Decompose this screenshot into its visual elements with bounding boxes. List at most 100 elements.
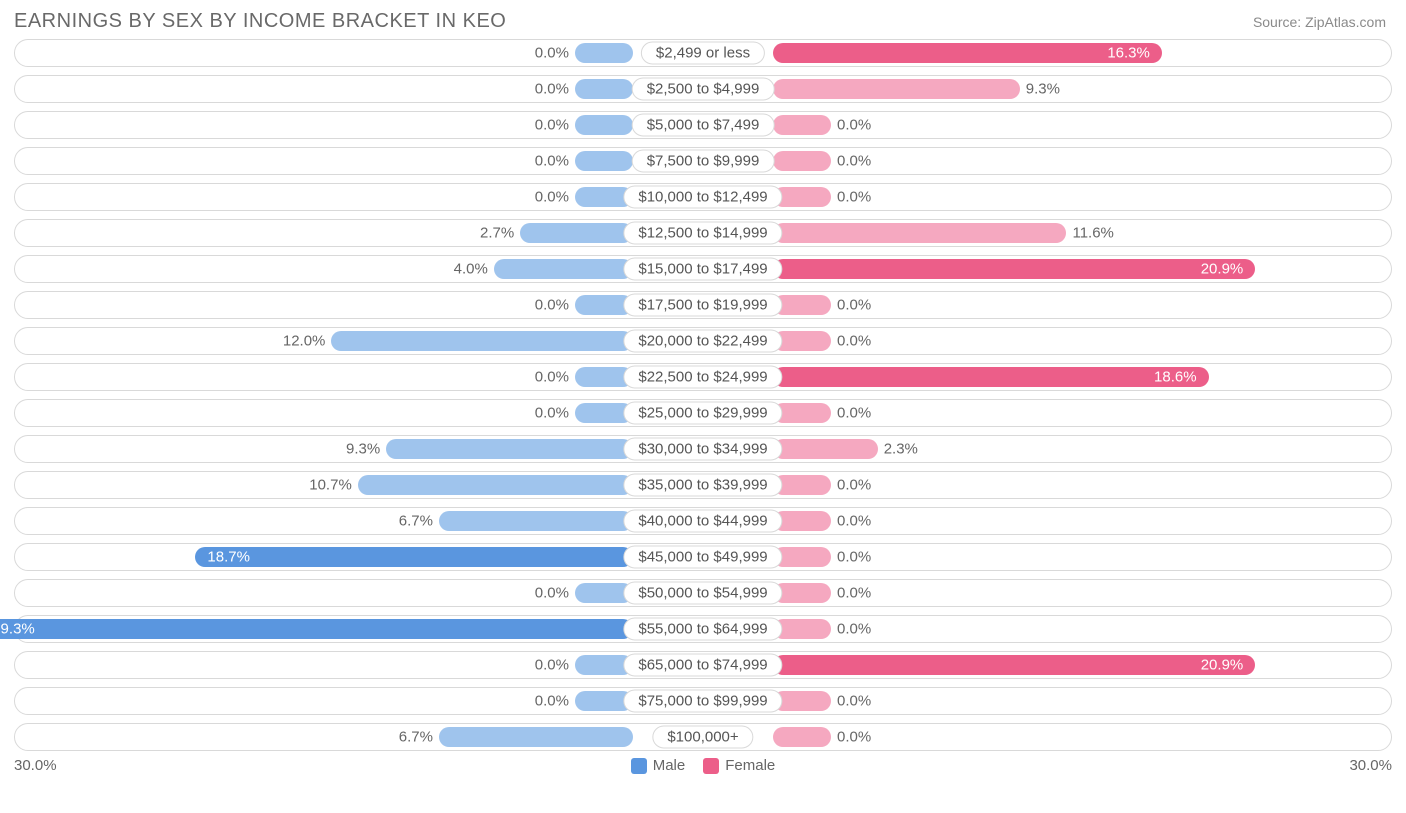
bracket-label: $12,500 to $14,999 bbox=[623, 222, 782, 245]
bracket-label: $65,000 to $74,999 bbox=[623, 654, 782, 677]
bracket-label: $50,000 to $54,999 bbox=[623, 582, 782, 605]
female-value: 0.0% bbox=[837, 513, 871, 530]
bracket-label: $22,500 to $24,999 bbox=[623, 366, 782, 389]
female-value: 0.0% bbox=[837, 117, 871, 134]
bracket-label: $15,000 to $17,499 bbox=[623, 258, 782, 281]
male-bar bbox=[0, 619, 633, 639]
male-bar bbox=[439, 511, 633, 531]
male-bar bbox=[520, 223, 633, 243]
male-value: 0.0% bbox=[535, 45, 569, 62]
chart-title: EARNINGS BY SEX BY INCOME BRACKET IN KEO bbox=[14, 10, 1392, 33]
axis-max-right: 30.0% bbox=[1349, 757, 1392, 774]
male-value: 12.0% bbox=[283, 333, 326, 350]
female-value: 11.6% bbox=[1072, 225, 1113, 242]
bracket-label: $17,500 to $19,999 bbox=[623, 294, 782, 317]
male-bar bbox=[358, 475, 633, 495]
male-bar bbox=[575, 79, 633, 99]
female-bar bbox=[773, 223, 1066, 243]
male-value: 0.0% bbox=[535, 693, 569, 710]
legend: Male Female bbox=[631, 757, 776, 774]
chart-row: $55,000 to $64,99929.3%0.0% bbox=[14, 615, 1392, 643]
female-bar bbox=[773, 727, 831, 747]
female-value: 0.0% bbox=[837, 693, 871, 710]
female-bar bbox=[773, 367, 1209, 387]
male-value: 4.0% bbox=[454, 261, 488, 278]
female-value: 0.0% bbox=[837, 585, 871, 602]
bracket-label: $75,000 to $99,999 bbox=[623, 690, 782, 713]
female-value: 16.3% bbox=[1099, 45, 1158, 62]
male-value: 2.7% bbox=[480, 225, 514, 242]
chart-row: $17,500 to $19,999 0.0% 0.0% bbox=[14, 291, 1392, 319]
chart-row: $50,000 to $54,999 0.0% 0.0% bbox=[14, 579, 1392, 607]
chart-row: $30,000 to $34,9999.3%2.3% bbox=[14, 435, 1392, 463]
female-value: 0.0% bbox=[837, 549, 871, 566]
male-value: 0.0% bbox=[535, 117, 569, 134]
male-value: 0.0% bbox=[535, 369, 569, 386]
female-bar bbox=[773, 655, 1255, 675]
male-bar bbox=[386, 439, 633, 459]
male-value: 6.7% bbox=[399, 729, 433, 746]
legend-male: Male bbox=[631, 757, 686, 774]
male-swatch-icon bbox=[631, 758, 647, 774]
bracket-label: $40,000 to $44,999 bbox=[623, 510, 782, 533]
bracket-label: $30,000 to $34,999 bbox=[623, 438, 782, 461]
bracket-label: $45,000 to $49,999 bbox=[623, 546, 782, 569]
male-bar bbox=[575, 151, 633, 171]
diverging-bar-chart: $2,499 or less0.0%16.3%$2,500 to $4,9990… bbox=[14, 39, 1392, 751]
male-bar bbox=[331, 331, 633, 351]
bracket-label: $10,000 to $12,499 bbox=[623, 186, 782, 209]
chart-row: $20,000 to $22,49912.0%0.0% bbox=[14, 327, 1392, 355]
bracket-label: $100,000+ bbox=[652, 726, 753, 749]
male-value: 9.3% bbox=[346, 441, 380, 458]
chart-footer: 30.0% Male Female 30.0% bbox=[14, 757, 1392, 774]
male-bar bbox=[494, 259, 633, 279]
male-bar bbox=[195, 547, 633, 567]
legend-female-label: Female bbox=[725, 757, 775, 774]
female-bar bbox=[773, 115, 831, 135]
chart-row: $7,500 to $9,9990.0%0.0% bbox=[14, 147, 1392, 175]
male-bar bbox=[575, 43, 633, 63]
chart-row: $40,000 to $44,9996.7%0.0% bbox=[14, 507, 1392, 535]
bracket-label: $7,500 to $9,999 bbox=[632, 150, 775, 173]
female-value: 0.0% bbox=[837, 405, 871, 422]
chart-row: $25,000 to $29,999 0.0% 0.0% bbox=[14, 399, 1392, 427]
male-value: 0.0% bbox=[535, 153, 569, 170]
male-value: 0.0% bbox=[535, 585, 569, 602]
male-value: 0.0% bbox=[535, 657, 569, 674]
bracket-label: $25,000 to $29,999 bbox=[623, 402, 782, 425]
bracket-label: $2,500 to $4,999 bbox=[632, 78, 775, 101]
male-value: 10.7% bbox=[309, 477, 352, 494]
male-value: 29.3% bbox=[0, 621, 43, 638]
chart-row: $100,000+6.7%0.0% bbox=[14, 723, 1392, 751]
female-value: 20.9% bbox=[1193, 657, 1252, 674]
chart-row: $2,500 to $4,9990.0%9.3% bbox=[14, 75, 1392, 103]
bracket-label: $35,000 to $39,999 bbox=[623, 474, 782, 497]
chart-row: $15,000 to $17,4994.0%20.9% bbox=[14, 255, 1392, 283]
male-value: 0.0% bbox=[535, 297, 569, 314]
female-bar bbox=[773, 259, 1255, 279]
female-value: 0.0% bbox=[837, 477, 871, 494]
chart-row: $10,000 to $12,4990.0%0.0% bbox=[14, 183, 1392, 211]
female-bar bbox=[773, 151, 831, 171]
chart-row: $22,500 to $24,9990.0%18.6% bbox=[14, 363, 1392, 391]
male-bar bbox=[439, 727, 633, 747]
female-bar bbox=[773, 79, 1020, 99]
bracket-label: $2,499 or less bbox=[641, 42, 765, 65]
bracket-label: $55,000 to $64,999 bbox=[623, 618, 782, 641]
male-value: 18.7% bbox=[199, 549, 258, 566]
chart-row: $35,000 to $39,999 10.7% 0.0% bbox=[14, 471, 1392, 499]
chart-row: $12,500 to $14,999 2.7% 11.6% bbox=[14, 219, 1392, 247]
source-attribution: Source: ZipAtlas.com bbox=[1253, 14, 1386, 30]
legend-female: Female bbox=[703, 757, 775, 774]
female-value: 0.0% bbox=[837, 621, 871, 638]
chart-row: $65,000 to $74,999 0.0% 20.9% bbox=[14, 651, 1392, 679]
female-value: 0.0% bbox=[837, 333, 871, 350]
legend-male-label: Male bbox=[653, 757, 686, 774]
male-bar bbox=[575, 115, 633, 135]
male-value: 0.0% bbox=[535, 405, 569, 422]
female-swatch-icon bbox=[703, 758, 719, 774]
male-value: 0.0% bbox=[535, 189, 569, 206]
axis-max-left: 30.0% bbox=[14, 757, 57, 774]
female-value: 0.0% bbox=[837, 297, 871, 314]
female-value: 9.3% bbox=[1026, 81, 1060, 98]
